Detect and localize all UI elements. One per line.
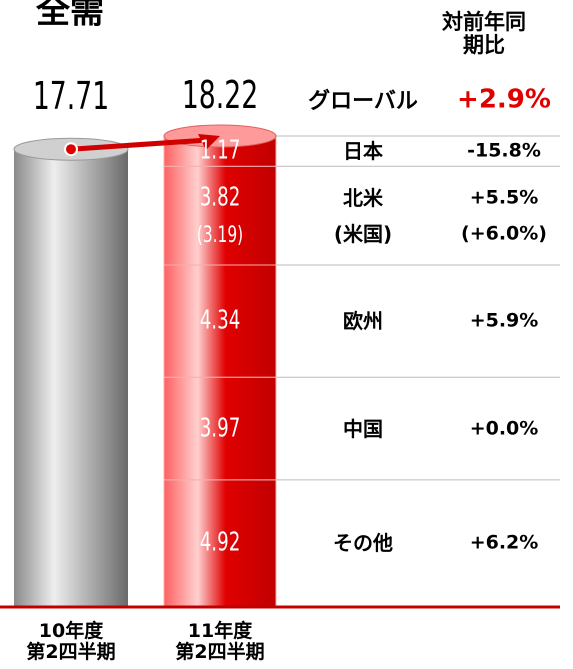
value-label: 3.97 [199,413,241,444]
bar-segment [163,165,277,266]
row-name: その他 [333,531,393,556]
row-name: 欧州 [343,309,383,334]
total-label: 18.22 [181,73,259,118]
row-change: -15.8% [467,139,541,162]
value-label: 4.92 [199,528,241,559]
row-change: +6.2% [469,531,539,554]
value-label: 3.82 [199,182,241,213]
bar [14,149,128,607]
row-change: +0.0% [469,417,539,440]
x-tick-label: 10年度 第2四半期 [26,620,116,663]
row-change: +5.9% [469,309,539,332]
change-header: 対前年同期比 [442,9,526,57]
value-label: (3.19) [196,222,244,248]
bar-segment [163,376,277,481]
global-change: +2.9% [457,84,551,115]
value-label: 1.17 [199,135,241,166]
chart-title: 全需 [36,0,104,32]
row-name: 中国 [343,416,383,441]
arrow [70,137,209,152]
bar-segment [163,264,277,378]
arrowhead [198,134,220,151]
global-name: グローバル [308,88,418,114]
arrow-start [64,142,78,157]
x-tick-label: 11年度 第2四半期 [175,620,265,663]
row-change: (+6.0%) [461,222,547,245]
value-label: 4.34 [199,305,241,336]
total-label: 17.71 [32,74,110,119]
row-name: (米国) [333,221,393,246]
row-change: +5.5% [469,186,539,209]
row-name: 北米 [343,185,383,210]
row-name: 日本 [343,139,383,164]
